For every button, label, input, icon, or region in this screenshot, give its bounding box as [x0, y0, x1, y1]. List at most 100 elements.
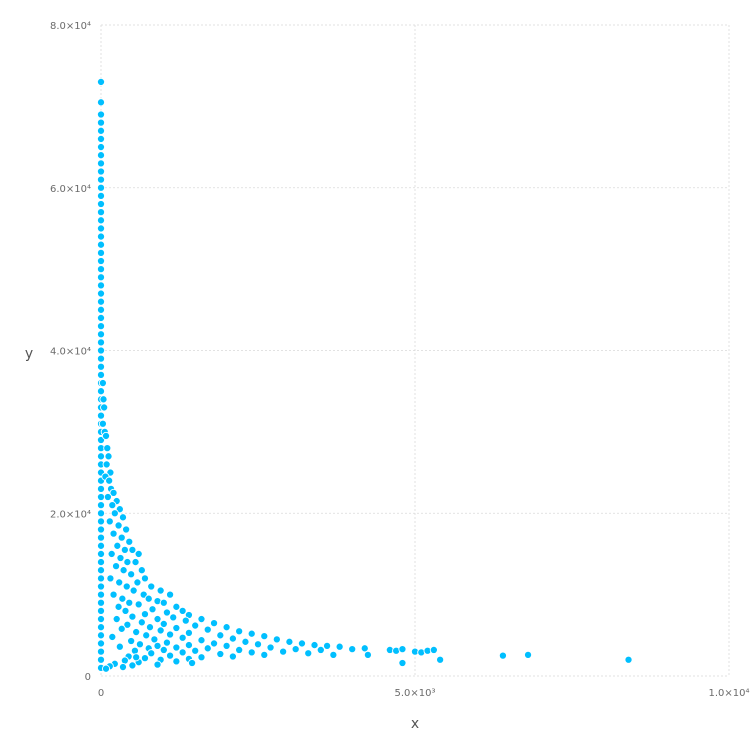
scatter-point — [96, 265, 106, 274]
scatter-point — [123, 620, 132, 629]
scatter-point — [172, 643, 181, 652]
scatter-point — [105, 517, 114, 526]
scatter-point — [436, 655, 445, 664]
scatter-point — [96, 639, 106, 648]
scatter-point — [184, 628, 193, 637]
scatter-point — [279, 647, 288, 656]
scatter-point — [235, 627, 244, 636]
scatter-point — [96, 492, 106, 502]
scatter-point — [209, 619, 219, 628]
scatter-point — [101, 664, 111, 673]
scatter-point — [108, 501, 117, 510]
scatter-point — [172, 623, 181, 633]
scatter-point — [156, 586, 165, 595]
y-axis-label: y — [25, 346, 33, 362]
scatter-point — [297, 639, 307, 648]
scatter-point — [130, 646, 139, 655]
y-tick-label: 2.0×10⁴ — [50, 509, 91, 520]
scatter-point — [96, 517, 106, 526]
scatter-point — [253, 640, 263, 649]
scatter-point — [203, 644, 212, 653]
scatter-point — [147, 582, 156, 591]
scatter-point — [96, 159, 106, 168]
scatter-point — [103, 444, 112, 453]
scatter-point — [156, 626, 165, 635]
scatter-point — [96, 199, 106, 209]
scatter-point — [150, 635, 159, 644]
scatter-point — [96, 590, 106, 599]
scatter-point — [129, 586, 138, 595]
scatter-point — [134, 549, 143, 558]
scatter-point — [96, 362, 106, 371]
scatter-point — [108, 632, 117, 641]
scatter-point — [235, 645, 244, 655]
scatter-point — [127, 570, 136, 579]
scatter-point — [96, 143, 106, 152]
scatter-point — [117, 624, 126, 633]
scatter-point — [96, 216, 106, 225]
scatter-point — [178, 606, 187, 615]
scatter-point — [96, 338, 106, 347]
scatter-point — [247, 648, 256, 657]
scatter-point — [285, 637, 294, 646]
scatter-point — [106, 574, 115, 583]
scatter-point — [181, 616, 190, 625]
scatter-point — [122, 525, 131, 534]
scatter-point — [96, 655, 106, 664]
scatter-point — [197, 653, 206, 662]
scatter-point — [216, 649, 225, 659]
scatter-point — [96, 346, 106, 355]
scatter-point — [127, 636, 136, 646]
x-axis-label: x — [411, 716, 419, 732]
scatter-point — [125, 598, 134, 607]
scatter-point — [184, 641, 193, 650]
scatter-point — [329, 650, 338, 659]
scatter-point — [118, 663, 128, 672]
scatter-point — [134, 600, 143, 609]
scatter-point — [117, 533, 126, 542]
scatter-point — [145, 623, 155, 632]
scatter-point — [398, 645, 407, 654]
scatter-point — [133, 578, 142, 587]
scatter-point — [241, 637, 250, 646]
scatter-point — [96, 330, 106, 339]
scatter-point — [166, 590, 175, 599]
scatter-point — [120, 545, 129, 554]
scatter-point — [96, 77, 106, 87]
scatter-point — [96, 98, 106, 107]
scatter-point — [260, 650, 269, 659]
scatter-point — [96, 232, 106, 241]
scatter-point — [121, 606, 130, 615]
scatter-point — [137, 566, 146, 575]
scatter-point — [112, 562, 121, 571]
scatter-point — [178, 648, 187, 657]
scatter-point — [316, 645, 325, 655]
scatter-point — [96, 598, 106, 607]
scatter-point — [114, 602, 123, 611]
scatter-point — [153, 641, 162, 650]
scatter-point — [105, 476, 114, 485]
scatter-point — [115, 578, 124, 587]
scatter-point — [96, 623, 106, 632]
scatter-point — [162, 638, 171, 647]
scatter-point — [153, 614, 162, 624]
scatter-point — [96, 208, 106, 217]
scatter-point — [96, 533, 106, 542]
scatter-point — [96, 305, 106, 314]
scatter-point — [96, 525, 106, 534]
scatter-point — [96, 289, 106, 298]
grid — [100, 24, 730, 677]
scatter-point — [96, 175, 106, 184]
scatter-point — [398, 658, 407, 668]
scatter-point — [96, 313, 106, 323]
scatter-point — [96, 183, 106, 192]
scatter-point — [96, 273, 106, 282]
scatter-point — [216, 631, 225, 640]
y-tick-label: 4.0×10⁴ — [50, 347, 91, 358]
scatter-point — [96, 631, 106, 640]
scatter-point — [132, 628, 141, 637]
scatter-point — [99, 395, 108, 404]
scatter-point — [96, 110, 106, 119]
scatter-point — [209, 639, 219, 648]
scatter-point — [166, 630, 175, 639]
